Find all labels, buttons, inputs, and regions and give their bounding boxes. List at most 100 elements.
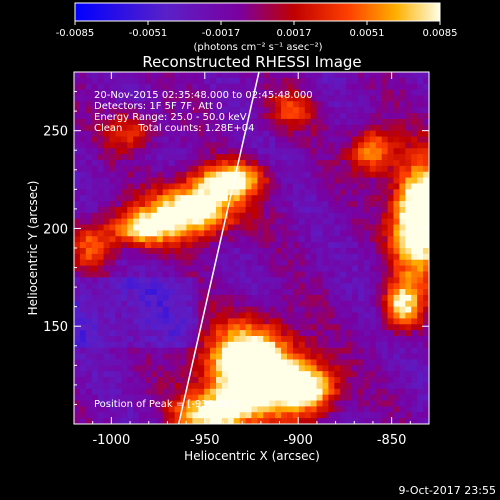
heatmap-cell	[358, 406, 365, 413]
heatmap-cell	[328, 336, 335, 343]
heatmap-cell	[186, 160, 193, 167]
heatmap-cell	[221, 347, 229, 355]
heatmap-cell	[340, 89, 347, 97]
heatmap-cell	[375, 89, 383, 97]
heatmap-cell	[358, 83, 365, 91]
heatmap-cell	[304, 330, 312, 337]
heatmap-cell	[405, 253, 412, 261]
heatmap-cell	[363, 77, 371, 85]
heatmap-cell	[263, 283, 270, 290]
heatmap-cell	[91, 377, 99, 384]
heatmap-cell	[405, 418, 412, 424]
heatmap-cell	[221, 306, 229, 314]
heatmap-cell	[281, 148, 288, 155]
heatmap-cell	[423, 365, 429, 372]
heatmap-cell	[281, 224, 288, 231]
heatmap-cell	[210, 224, 217, 231]
heatmap-cell	[210, 300, 217, 308]
heatmap-cell	[281, 341, 288, 349]
heatmap-cell	[358, 124, 365, 132]
heatmap-cell	[109, 160, 117, 167]
heatmap-cell	[423, 318, 429, 325]
heatmap-cell	[210, 400, 217, 407]
heatmap-cell	[245, 101, 253, 108]
heatmap-cell	[316, 341, 324, 349]
heatmap-cell	[245, 83, 253, 91]
heatmap-cell	[91, 218, 99, 226]
heatmap-cell	[334, 377, 341, 384]
heatmap-cell	[334, 365, 341, 372]
heatmap-cell	[156, 224, 164, 231]
heatmap-cell	[358, 107, 365, 114]
heatmap-cell	[363, 218, 371, 226]
heatmap-cell	[186, 142, 193, 149]
heatmap-cell	[369, 189, 377, 196]
heatmap-cell	[369, 341, 377, 349]
heatmap-cell	[192, 160, 199, 167]
heatmap-cell	[292, 312, 300, 319]
heatmap-cell	[233, 265, 241, 273]
heatmap-cell	[156, 300, 164, 308]
y-tick-label: 250	[43, 125, 68, 140]
heatmap-cell	[387, 130, 395, 138]
heatmap-cell	[375, 142, 383, 149]
heatmap-cell	[210, 195, 217, 202]
heatmap-cell	[150, 95, 158, 102]
heatmap-cell	[328, 107, 335, 114]
heatmap-cell	[281, 195, 288, 202]
heatmap-cell	[127, 201, 134, 208]
heatmap-cell	[346, 330, 353, 337]
heatmap-cell	[168, 289, 176, 296]
heatmap-cell	[304, 230, 312, 237]
heatmap-cell	[210, 347, 217, 355]
heatmap-cell	[358, 418, 365, 424]
heatmap-cell	[239, 83, 247, 91]
heatmap-cell	[74, 289, 81, 296]
heatmap-cells	[74, 72, 429, 424]
heatmap-cell	[417, 154, 424, 161]
heatmap-cell	[139, 107, 146, 114]
heatmap-cell	[221, 324, 229, 331]
heatmap-cell	[150, 382, 158, 390]
heatmap-cell	[139, 341, 146, 349]
heatmap-cell	[79, 183, 87, 190]
heatmap-cell	[346, 271, 353, 278]
heatmap-cell	[91, 341, 99, 349]
heatmap-cell	[263, 165, 270, 173]
heatmap-cell	[292, 271, 300, 278]
heatmap-cell	[133, 206, 140, 214]
heatmap-cell	[91, 136, 99, 143]
heatmap-cell	[156, 101, 164, 108]
heatmap-cell	[227, 388, 235, 396]
heatmap-cell	[281, 371, 288, 378]
heatmap-cell	[375, 195, 383, 202]
heatmap-cell	[74, 107, 81, 114]
heatmap-cell	[156, 118, 164, 126]
heatmap-cell	[275, 165, 282, 173]
heatmap-cell	[375, 341, 383, 349]
heatmap-cell	[221, 130, 229, 138]
heatmap-cell	[133, 183, 140, 190]
heatmap-cell	[287, 83, 294, 91]
heatmap-cell	[328, 118, 335, 126]
heatmap-cell	[127, 289, 134, 296]
heatmap-cell	[352, 265, 359, 273]
heatmap-cell	[109, 394, 117, 402]
heatmap-cell	[304, 195, 312, 202]
heatmap-cell	[121, 212, 128, 220]
heatmap-cell	[387, 271, 395, 278]
heatmap-cell	[145, 406, 152, 413]
heatmap-cell	[381, 195, 389, 202]
heatmap-cell	[334, 236, 341, 243]
heatmap-cell	[417, 130, 424, 138]
heatmap-cell	[233, 371, 241, 378]
heatmap-cell	[91, 89, 99, 97]
heatmap-cell	[423, 248, 429, 255]
heatmap-cell	[310, 130, 318, 138]
heatmap-cell	[168, 195, 176, 202]
heatmap-cell	[109, 359, 117, 366]
heatmap-cell	[127, 83, 134, 91]
heatmap-cell	[74, 242, 81, 249]
heatmap-cell	[381, 371, 389, 378]
heatmap-cell	[109, 377, 117, 384]
